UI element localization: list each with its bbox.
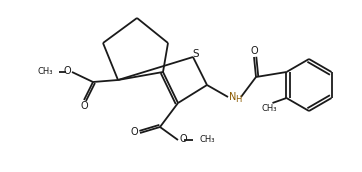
Text: S: S bbox=[193, 49, 199, 59]
Text: CH₃: CH₃ bbox=[38, 67, 53, 76]
Text: O: O bbox=[80, 101, 88, 111]
Text: CH₃: CH₃ bbox=[199, 135, 215, 143]
Text: CH₃: CH₃ bbox=[262, 104, 277, 113]
Text: N: N bbox=[229, 92, 236, 102]
Text: O: O bbox=[130, 127, 138, 137]
Text: O: O bbox=[63, 66, 71, 76]
Text: O: O bbox=[250, 46, 258, 56]
Text: H: H bbox=[235, 95, 241, 104]
Text: O: O bbox=[179, 134, 187, 144]
